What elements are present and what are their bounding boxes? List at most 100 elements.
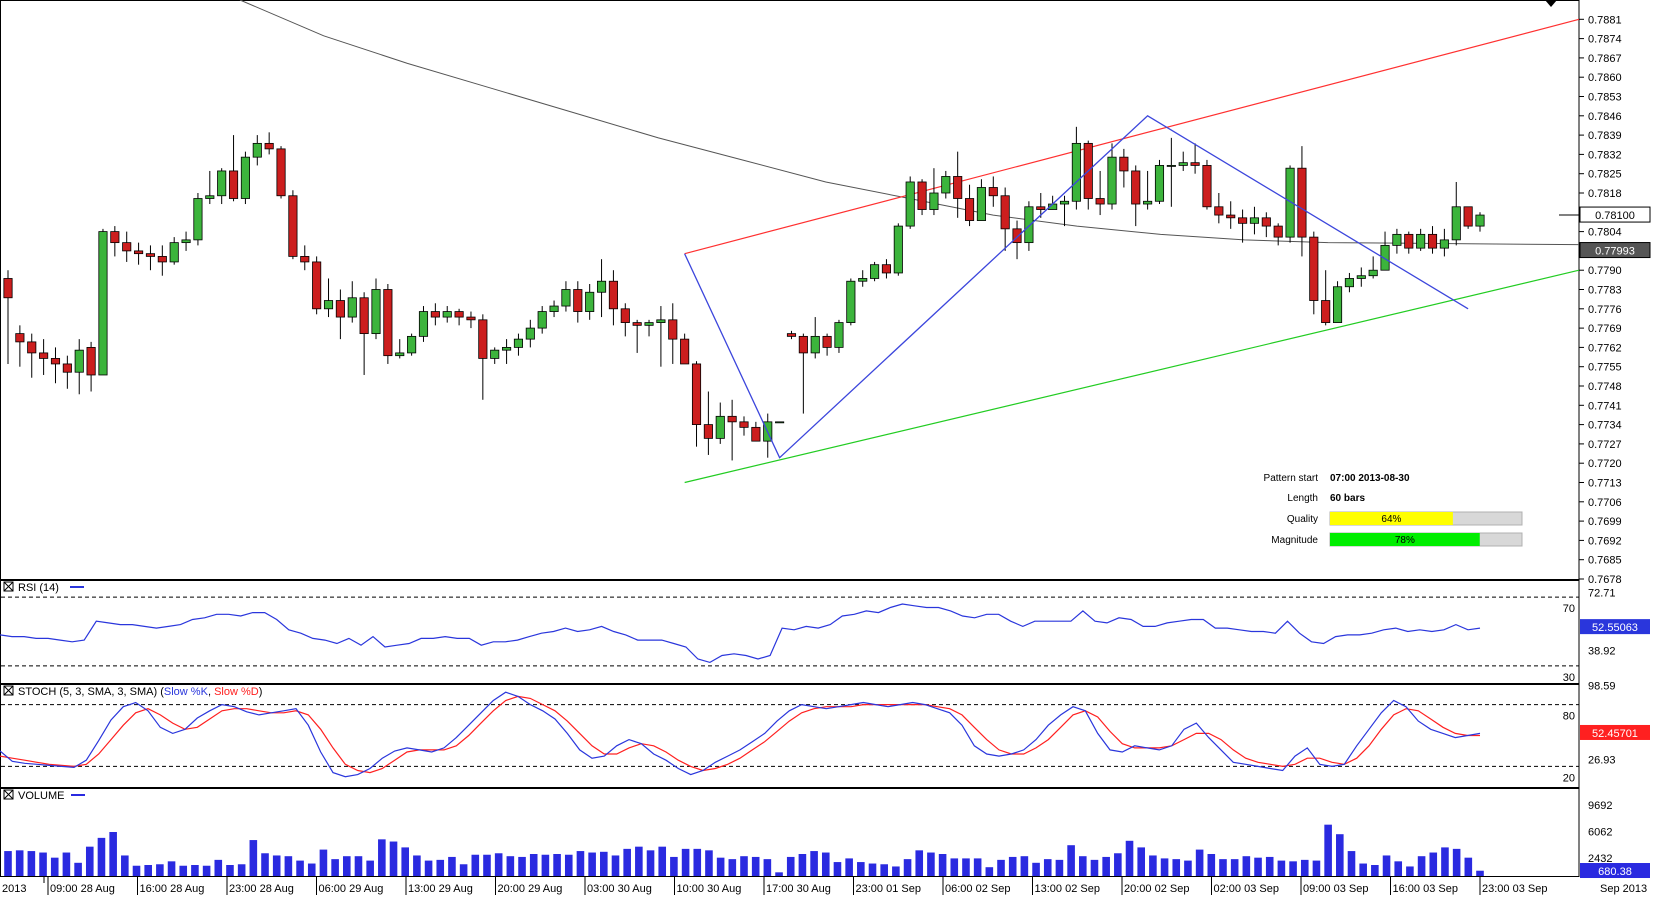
candle-body bbox=[454, 311, 464, 318]
volume-bar bbox=[354, 856, 363, 876]
time-label: 13:00 02 Sep bbox=[1035, 883, 1100, 895]
pattern-info-value: 60 bars bbox=[1330, 493, 1365, 504]
volume-bar bbox=[459, 864, 468, 876]
candle-body bbox=[1059, 200, 1070, 205]
candle-body bbox=[1439, 239, 1449, 249]
volume-bar bbox=[319, 849, 328, 876]
time-label: 23:00 01 Sep bbox=[856, 883, 921, 895]
candle-body bbox=[881, 264, 892, 274]
volume-bar bbox=[1429, 852, 1438, 876]
volume-bar bbox=[483, 854, 491, 876]
volume-bar bbox=[1382, 855, 1391, 876]
rsi-axis: 72.71 38.92 52.55063 bbox=[1580, 588, 1650, 658]
volume-bar bbox=[1359, 863, 1367, 876]
volume-bar bbox=[541, 854, 550, 876]
candle-body bbox=[964, 198, 975, 221]
pattern-bar-fill bbox=[1330, 533, 1480, 546]
candle-body bbox=[1380, 244, 1390, 271]
volume-bar bbox=[518, 856, 526, 876]
candle-body bbox=[905, 181, 915, 227]
candle-body bbox=[335, 300, 345, 318]
volume-bar bbox=[623, 848, 631, 876]
candle-body bbox=[27, 341, 37, 354]
time-label: 16:00 03 Sep bbox=[1393, 883, 1458, 895]
level-label: 70 bbox=[1563, 603, 1575, 615]
candle-body bbox=[858, 278, 868, 282]
volume-title: VOLUME bbox=[18, 790, 64, 802]
candle-body bbox=[1178, 162, 1188, 166]
candle-body bbox=[691, 363, 702, 426]
volume-bar bbox=[775, 872, 783, 876]
stoch-lines: 80 20 bbox=[0, 691, 1579, 784]
candle-body bbox=[929, 192, 939, 210]
candle-body bbox=[157, 256, 167, 263]
volume-bar bbox=[1394, 861, 1403, 876]
candle-body bbox=[775, 421, 785, 424]
volume-bar bbox=[1055, 859, 1064, 876]
current-value-label: 52.45701 bbox=[1592, 728, 1638, 740]
price-tick-label: 0.7804 bbox=[1588, 227, 1622, 239]
price-tick-label: 0.7853 bbox=[1588, 92, 1622, 104]
time-label: 2013 bbox=[2, 883, 26, 895]
axis-tick-label: 38.92 bbox=[1588, 646, 1616, 658]
scroll-arrow-icon[interactable] bbox=[1545, 0, 1557, 7]
volume-bar bbox=[1008, 856, 1017, 876]
volume-bar bbox=[1114, 853, 1122, 876]
close-icon-cross bbox=[3, 789, 14, 800]
candle-body bbox=[1071, 142, 1081, 202]
volume-bar bbox=[436, 859, 445, 876]
time-label: 20:00 02 Sep bbox=[1124, 883, 1189, 895]
axis-tick-label: 72.71 bbox=[1588, 588, 1616, 600]
candle-body bbox=[953, 176, 963, 199]
candle-body bbox=[739, 421, 749, 428]
candle-body bbox=[1332, 286, 1343, 323]
price-tick-label: 0.7720 bbox=[1588, 458, 1622, 470]
volume-bar bbox=[249, 840, 258, 876]
price-tick-label: 0.7762 bbox=[1588, 342, 1622, 354]
candle-body bbox=[1427, 233, 1438, 249]
volume-tick-label: 2432 bbox=[1588, 853, 1612, 865]
candle-body bbox=[1416, 233, 1426, 249]
candle-body bbox=[1012, 228, 1022, 244]
time-label: 09:00 28 Aug bbox=[50, 883, 115, 895]
volume-bar bbox=[751, 856, 760, 876]
candle-body bbox=[442, 311, 452, 318]
volume-bar bbox=[670, 856, 678, 876]
price-tick-label: 0.7818 bbox=[1588, 188, 1622, 200]
candle-body bbox=[585, 291, 595, 312]
close-icon[interactable] bbox=[3, 685, 14, 696]
volume-bar bbox=[1020, 856, 1029, 876]
candle-body bbox=[347, 297, 357, 318]
close-icon[interactable] bbox=[3, 789, 14, 800]
candle-body bbox=[1190, 162, 1200, 166]
volume-bar bbox=[1464, 857, 1473, 876]
candle-body bbox=[561, 289, 571, 307]
stoch-header: STOCH (5, 3, SMA, 3, SMA) (Slow %K, Slow… bbox=[3, 685, 262, 698]
volume-bar bbox=[62, 852, 71, 876]
time-axis: 2013 09:00 28 Aug 16:00 28 Aug 23:00 28 Aug… bbox=[0, 876, 1647, 895]
candle-body bbox=[1024, 206, 1034, 244]
volume-bar bbox=[1137, 847, 1146, 876]
candle-body bbox=[1214, 206, 1224, 216]
time-label: 13:00 29 Aug bbox=[408, 883, 473, 895]
level-label: 30 bbox=[1563, 672, 1575, 684]
volume-bar bbox=[307, 863, 316, 876]
candle-body bbox=[893, 225, 903, 274]
volume-bar bbox=[389, 841, 398, 876]
candle-body bbox=[810, 335, 820, 354]
time-label: 06:00 29 Aug bbox=[319, 883, 384, 895]
volume-bar bbox=[1254, 857, 1262, 876]
close-icon[interactable] bbox=[3, 581, 14, 592]
volume-bar bbox=[1242, 856, 1251, 876]
candle-body bbox=[466, 316, 476, 321]
rsi-title: RSI (14) bbox=[18, 582, 59, 594]
candle-body bbox=[169, 242, 179, 263]
candle-body bbox=[430, 311, 440, 318]
level-label: 80 bbox=[1563, 711, 1575, 723]
volume-bar bbox=[296, 860, 304, 876]
volume-bar bbox=[1289, 861, 1297, 876]
volume-bar bbox=[261, 853, 269, 876]
volume-bar bbox=[950, 858, 959, 876]
candle-body bbox=[976, 187, 986, 221]
